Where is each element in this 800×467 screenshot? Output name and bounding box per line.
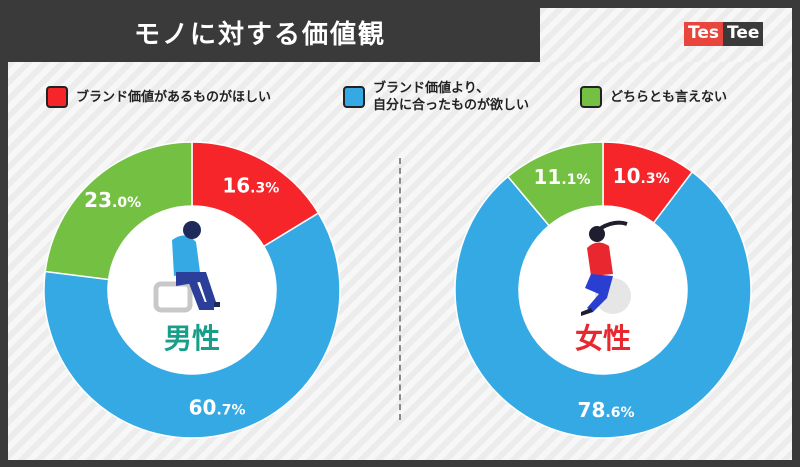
legend-item-neither: どちらとも言えない bbox=[580, 86, 727, 108]
legend-label-fit-line2: 自分に合ったものが欲しい bbox=[373, 98, 530, 113]
legend-swatch-green bbox=[580, 86, 602, 108]
chart-divider bbox=[399, 158, 401, 420]
legend-swatch-blue bbox=[343, 86, 365, 108]
legend: ブランド価値があるものがほしい ブランド価値より、 自分に合ったものが欲しい ど… bbox=[0, 80, 800, 120]
center-gender-label: 女性 bbox=[575, 322, 631, 355]
slice-value-label: 23.0% bbox=[84, 188, 141, 212]
logo-part2: Tee bbox=[723, 22, 764, 46]
slice-value-label: 11.1% bbox=[534, 165, 591, 189]
legend-swatch-red bbox=[46, 86, 68, 108]
donut-chart-male: 16.3% 60.7% 23.0% 男性 bbox=[43, 141, 341, 439]
slice-value-label: 16.3% bbox=[222, 173, 279, 197]
legend-label-brand: ブランド価値があるものがほしい bbox=[76, 90, 272, 105]
logo-part1: Tes bbox=[684, 22, 723, 46]
legend-label-neither: どちらとも言えない bbox=[610, 90, 728, 105]
slice-value-label: 60.7% bbox=[189, 395, 246, 419]
legend-label-fit: ブランド価値より、 自分に合ったものが欲しい bbox=[373, 80, 529, 114]
testee-logo: Tes Tee bbox=[684, 22, 764, 46]
female-person-illustration bbox=[581, 220, 631, 316]
center-gender-label: 男性 bbox=[164, 322, 220, 355]
logo-box bbox=[540, 8, 792, 62]
slice-value-label: 10.3% bbox=[613, 164, 670, 188]
donut-chart-female: 10.3% 78.6% 11.1% 女性 bbox=[454, 141, 752, 439]
slice-value-label: 78.6% bbox=[578, 398, 635, 422]
legend-item-brand: ブランド価値があるものがほしい bbox=[46, 86, 271, 108]
legend-item-fit: ブランド価値より、 自分に合ったものが欲しい bbox=[343, 80, 529, 114]
page-title: モノに対する価値観 bbox=[134, 20, 387, 50]
legend-label-fit-line1: ブランド価値より、 bbox=[373, 81, 490, 96]
male-person-illustration bbox=[153, 221, 220, 313]
